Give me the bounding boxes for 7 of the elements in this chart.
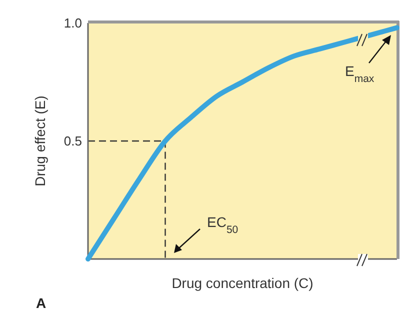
text: A [36, 295, 46, 311]
y-tick-label: 1.0 [64, 16, 82, 31]
annotation: EC$_{50}$ [207, 214, 238, 236]
annotation: E$_{max}$ [345, 63, 375, 85]
y-axis-title: Drug effect (E) [32, 96, 48, 186]
y-tick-label: 0.5 [64, 134, 82, 149]
x-axis-title: Drug concentration (C) [172, 275, 314, 291]
